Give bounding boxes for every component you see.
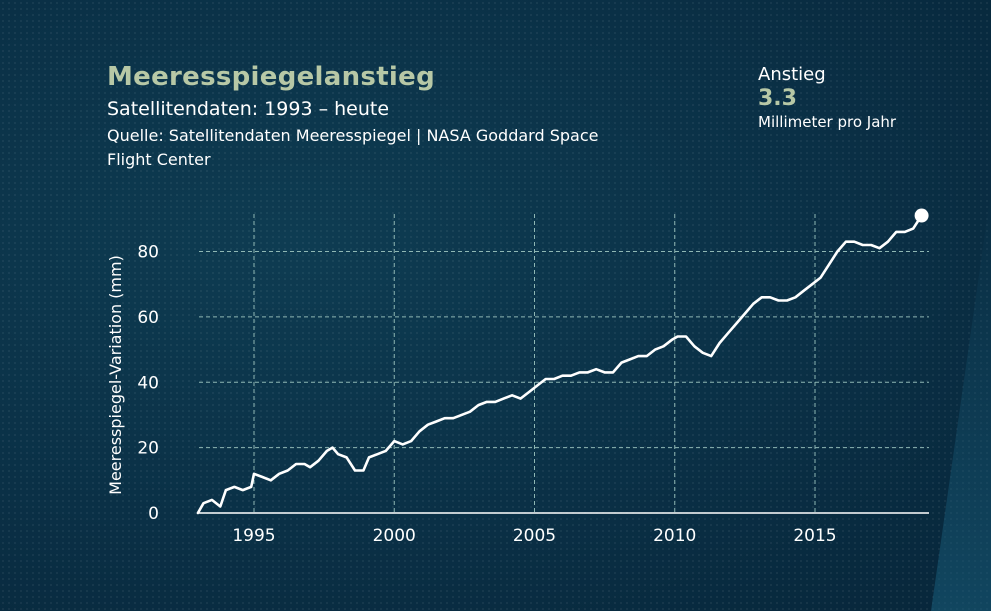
x-tick-label: 1995: [232, 526, 275, 546]
rate-stat-value: 3.3: [758, 86, 797, 111]
rate-stat: Anstieg 3.3 Millimeter pro Jahr: [758, 64, 896, 131]
vertical-gridlines: [253, 214, 816, 513]
chart-subtitle: Satellitendaten: 1993 – heute: [107, 98, 390, 120]
y-tick-label: 40: [137, 373, 159, 393]
x-tick-label: 2000: [373, 526, 416, 546]
rate-stat-label: Anstieg: [758, 64, 826, 85]
series-end-marker: [914, 208, 929, 223]
x-tick-label: 2015: [793, 526, 836, 546]
x-tick-label: 2005: [513, 526, 556, 546]
rate-stat-unit: Millimeter pro Jahr: [758, 113, 897, 131]
chart-title: Meeresspiegelanstieg: [107, 62, 435, 92]
x-tick-labels: 1995 2000 2005 2010 2015: [232, 526, 836, 546]
y-tick-label: 60: [137, 308, 159, 328]
horizontal-gridlines: [199, 251, 929, 449]
series-group: [196, 208, 929, 515]
y-tick-labels: 0 20 40 60 80: [137, 243, 159, 525]
y-tick-label: 20: [137, 439, 159, 459]
y-tick-label: 0: [148, 504, 159, 524]
x-tick-label: 2010: [653, 526, 696, 546]
y-axis-label: Meeresspiegel-Variation (mm): [106, 255, 125, 495]
chart-source: Quelle: Satellitendaten Meeresspiegel | …: [107, 126, 599, 169]
sea-level-series-line: [196, 214, 923, 515]
y-tick-label: 80: [137, 243, 159, 263]
